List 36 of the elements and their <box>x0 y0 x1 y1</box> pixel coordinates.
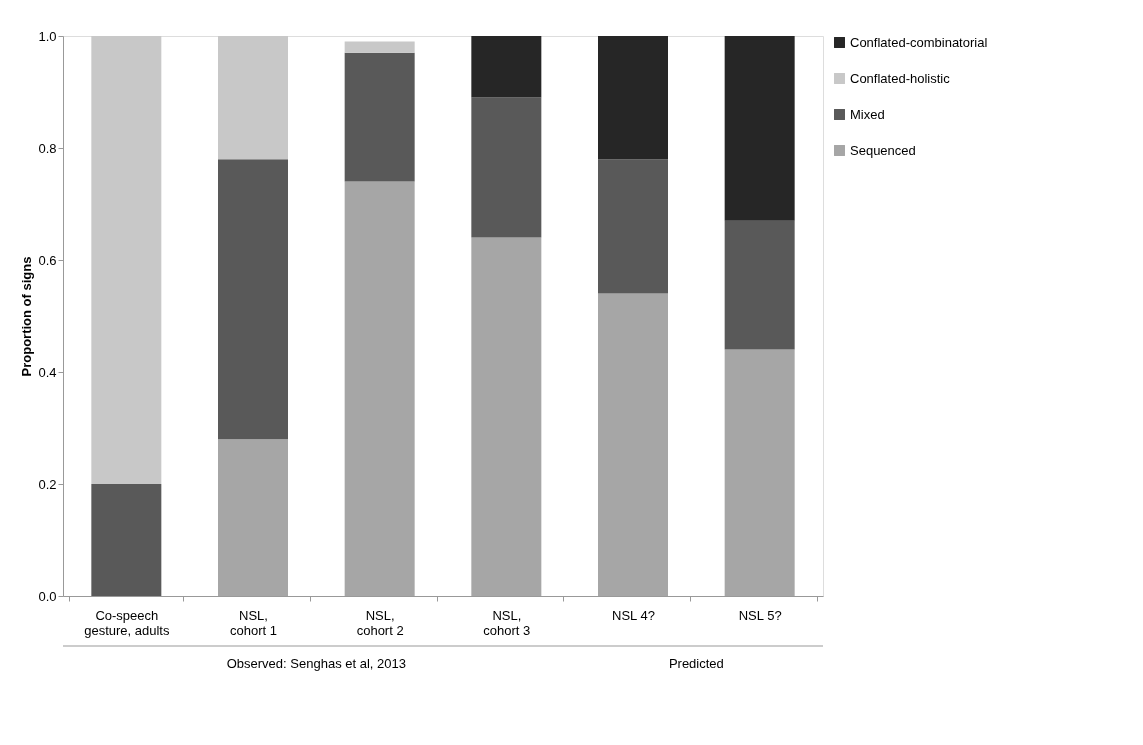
bar <box>344 52 415 182</box>
bar <box>344 41 415 53</box>
bar <box>91 36 162 484</box>
x-tick-label: NSL 5? <box>738 607 782 623</box>
bar <box>724 349 795 596</box>
legend-label: Sequenced <box>850 142 916 158</box>
bar <box>218 159 288 440</box>
bar <box>218 36 288 160</box>
bar <box>598 159 668 294</box>
x-tick-label: Co-speech gesture, adults <box>84 607 170 638</box>
y-tick-label: 0.4 <box>38 364 57 380</box>
y-tick-label: 0.6 <box>38 252 57 268</box>
bar <box>471 36 542 98</box>
bar <box>724 220 795 350</box>
legend-label: Mixed <box>850 106 885 122</box>
bar <box>218 439 288 596</box>
y-axis-title: Proportion of signs <box>19 256 35 377</box>
y-tick-label: 0.0 <box>38 588 57 604</box>
text: Predicted <box>668 656 724 671</box>
bar <box>344 181 415 596</box>
x-tick-label: NSL, cohort 2 <box>356 607 404 638</box>
bar <box>91 484 162 596</box>
bar <box>598 36 668 160</box>
legend-label: Conflated-holistic <box>850 70 951 86</box>
text: Observed: Senghas et al, 2013 <box>226 656 406 671</box>
y-tick-label: 1.0 <box>38 28 57 44</box>
legend-label: Conflated-combinatorial <box>850 34 988 50</box>
bar <box>471 237 542 596</box>
y-tick-label: 0.8 <box>38 140 57 156</box>
bar <box>724 36 795 221</box>
x-tick-label: NSL, cohort 3 <box>483 607 531 638</box>
bar <box>471 97 542 238</box>
x-tick-label: NSL 4? <box>612 607 655 623</box>
y-tick-label: 0.2 <box>38 476 57 492</box>
bar <box>598 293 668 596</box>
x-tick-label: NSL, cohort 1 <box>230 607 277 638</box>
